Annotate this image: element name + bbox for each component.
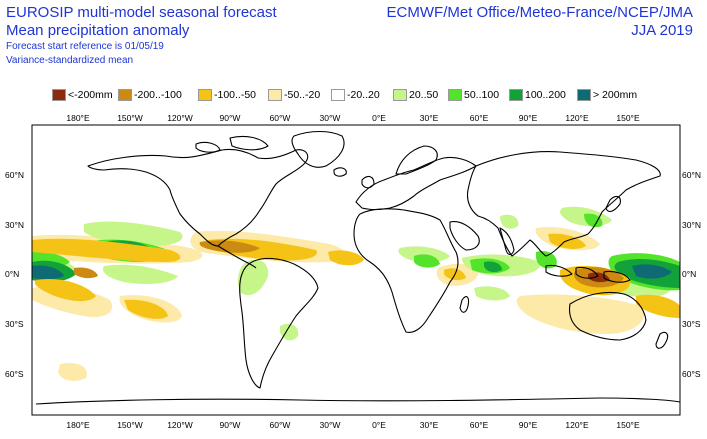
lon-tick-label: 0°E	[372, 420, 386, 430]
centres-label: ECMWF/Met Office/Meteo-France/NCEP/JMA	[386, 4, 693, 21]
legend-label: 100..200	[525, 89, 566, 101]
legend-swatch	[393, 89, 407, 101]
season-label: JJA 2019	[631, 22, 693, 39]
legend-swatch	[118, 89, 132, 101]
lat-tick-label: 60°S	[5, 369, 24, 379]
lat-tick-label: 0°N	[682, 269, 696, 279]
lon-ticks-top: 180°E 150°W 120°W 90°W 60°W 30°W 0°E 30°…	[66, 113, 640, 123]
lon-tick-label: 90°W	[220, 113, 241, 123]
lat-tick-label: 0°N	[5, 269, 19, 279]
lat-tick-label: 60°N	[5, 170, 24, 180]
lat-tick-label: 30°S	[5, 319, 24, 329]
lon-tick-label: 150°W	[117, 113, 143, 123]
lon-tick-label: 120°E	[565, 420, 589, 430]
legend-label: -100..-50	[214, 89, 257, 101]
map-title-variable: Mean precipitation anomaly	[6, 22, 190, 39]
lon-tick-label: 90°E	[519, 113, 538, 123]
lat-tick-label: 60°S	[682, 369, 701, 379]
legend-swatch	[331, 89, 345, 101]
legend-swatch	[268, 89, 282, 101]
lon-tick-label: 180°E	[66, 420, 90, 430]
legend-swatch	[52, 89, 66, 101]
forecast-start-label: Forecast start reference is 01/05/19	[6, 41, 164, 52]
lon-tick-label: 60°E	[470, 420, 489, 430]
lon-ticks-bottom: 180°E 150°W 120°W 90°W 60°W 30°W 0°E 30°…	[66, 420, 640, 430]
legend-label: > 200mm	[593, 89, 638, 101]
method-label: Variance-standardized mean	[6, 55, 134, 66]
anomaly-shading	[32, 130, 680, 405]
lon-tick-label: 30°W	[320, 113, 341, 123]
lat-tick-label: 60°N	[682, 170, 701, 180]
legend-label: <-200mm	[68, 89, 113, 101]
legend-label: -200..-100	[134, 89, 182, 101]
legend-label: -50..-20	[284, 89, 321, 101]
lon-tick-label: 90°W	[220, 420, 241, 430]
map-frame	[31, 124, 681, 416]
lon-tick-label: 120°W	[167, 420, 193, 430]
legend-label: 20..50	[409, 89, 439, 101]
lon-tick-label: 30°W	[320, 420, 341, 430]
lat-tick-label: 30°N	[682, 220, 701, 230]
legend-label: 50..100	[464, 89, 500, 101]
lat-tick-label: 30°N	[5, 220, 24, 230]
lon-tick-label: 150°W	[117, 420, 143, 430]
lon-tick-label: 150°E	[616, 113, 640, 123]
lon-tick-label: 30°E	[420, 420, 439, 430]
lat-tick-label: 30°S	[682, 319, 701, 329]
legend-swatch	[448, 89, 462, 101]
lon-tick-label: 90°E	[519, 420, 538, 430]
lon-tick-label: 30°E	[420, 113, 439, 123]
lon-tick-label: 180°E	[66, 113, 90, 123]
legend-swatch	[577, 89, 591, 101]
legend-swatch	[509, 89, 523, 101]
lon-tick-label: 120°W	[167, 113, 193, 123]
lon-tick-label: 60°E	[470, 113, 489, 123]
lon-tick-label: 60°W	[270, 113, 291, 123]
map-title: EUROSIP multi-model seasonal forecast	[6, 4, 277, 21]
lon-tick-label: 120°E	[565, 113, 589, 123]
lon-tick-label: 0°E	[372, 113, 386, 123]
legend-swatch	[198, 89, 212, 101]
lon-tick-label: 60°W	[270, 420, 291, 430]
lat-ticks-right: 60°N 30°N 0°N 30°S 60°S	[682, 170, 701, 379]
legend-label: -20..20	[347, 89, 380, 101]
coastlines	[35, 130, 680, 405]
lat-ticks-left: 60°N 30°N 0°N 30°S 60°S	[5, 170, 24, 379]
lon-tick-label: 150°E	[616, 420, 640, 430]
